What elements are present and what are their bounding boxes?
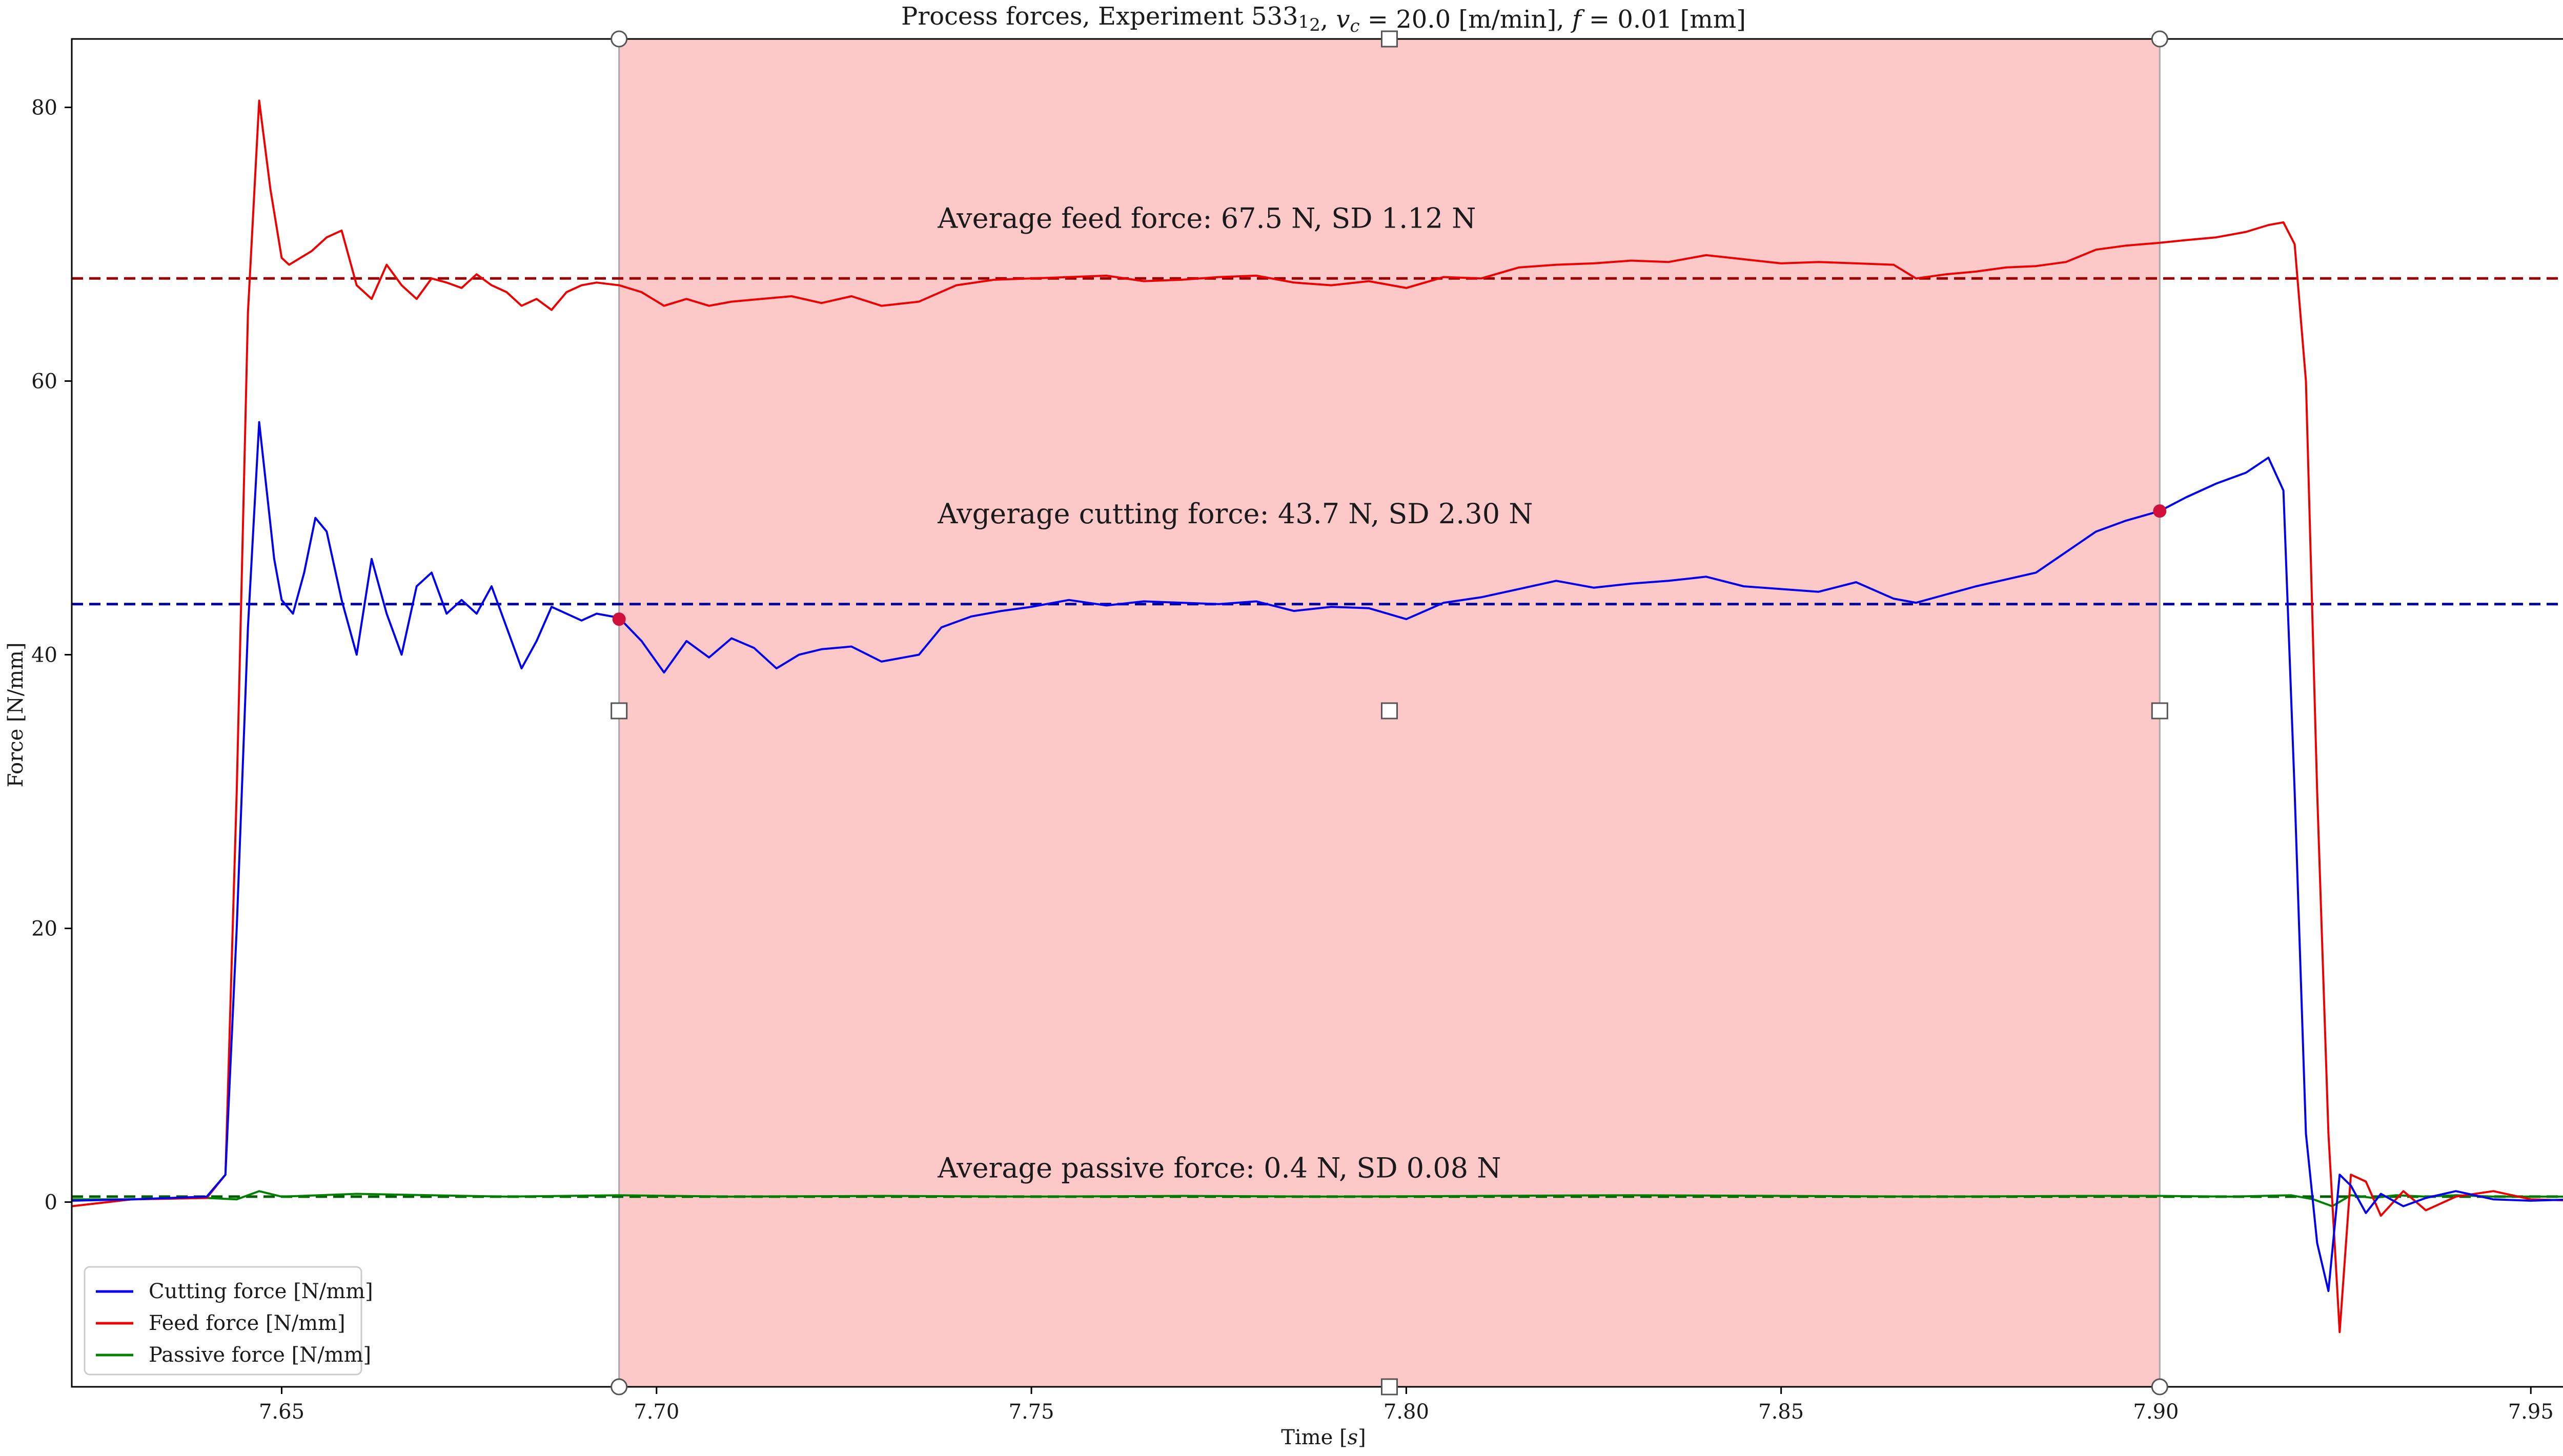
annotation-0: Average feed force: 67.5 N, SD 1.12 N: [937, 202, 1476, 234]
legend-label-1: Feed force [N/mm]: [149, 1311, 345, 1335]
selector-handle-circle-2: [2151, 30, 2168, 48]
x-tick-label-6: 7.95: [2508, 1400, 2554, 1424]
x-tick-label-1: 7.70: [634, 1400, 679, 1424]
selector-handle-square-4: [1380, 702, 1398, 720]
selector-handle-square-3: [611, 702, 628, 720]
plot-area: Average feed force: 67.5 N, SD 1.12 N Avg…: [31, 30, 2563, 1424]
selector-handle-square-5: [2151, 702, 2168, 720]
x-tick-label-2: 7.75: [1009, 1400, 1054, 1424]
selector-handle-circle-8: [2151, 1378, 2168, 1396]
legend-box: [84, 1266, 362, 1376]
x-tick-label-0: 7.65: [259, 1400, 304, 1424]
y-tick-label-4: 80: [31, 96, 57, 120]
plot-frame: [71, 38, 2563, 1388]
y-tick-label-2: 40: [31, 644, 57, 667]
x-tick-label-5: 7.90: [2133, 1400, 2179, 1424]
marker-point-1: [2153, 504, 2167, 518]
selector-handle-square-7: [1380, 1378, 1398, 1396]
selector-handle-circle-0: [611, 30, 628, 48]
marker-point-0: [612, 612, 626, 626]
x-tick-label-4: 7.85: [1758, 1400, 1804, 1424]
y-axis-label: Force [N/mm]: [4, 642, 28, 787]
annotation-2: Average passive force: 0.4 N, SD 0.08 N: [937, 1152, 1501, 1184]
series-line-1: [72, 99, 2563, 1334]
selector-handle-square-1: [1380, 30, 1398, 48]
y-tick-label-3: 60: [31, 370, 57, 394]
series-line-0: [72, 421, 2563, 1293]
annotation-1: Avgerage cutting force: 43.7 N, SD 2.30 …: [937, 498, 1533, 530]
x-axis-label: Time [s]: [1281, 1426, 1366, 1449]
y-tick-label-0: 0: [45, 1191, 57, 1215]
legend-label-2: Passive force [N/mm]: [149, 1343, 371, 1367]
selector-handle-circle-6: [611, 1378, 628, 1396]
legend-label-0: Cutting force [N/mm]: [149, 1280, 373, 1303]
x-tick-label-3: 7.80: [1384, 1400, 1429, 1424]
chart-title: Process forces, Experiment 53312, vc = 2…: [901, 2, 1746, 36]
y-tick-label-1: 20: [31, 917, 57, 941]
